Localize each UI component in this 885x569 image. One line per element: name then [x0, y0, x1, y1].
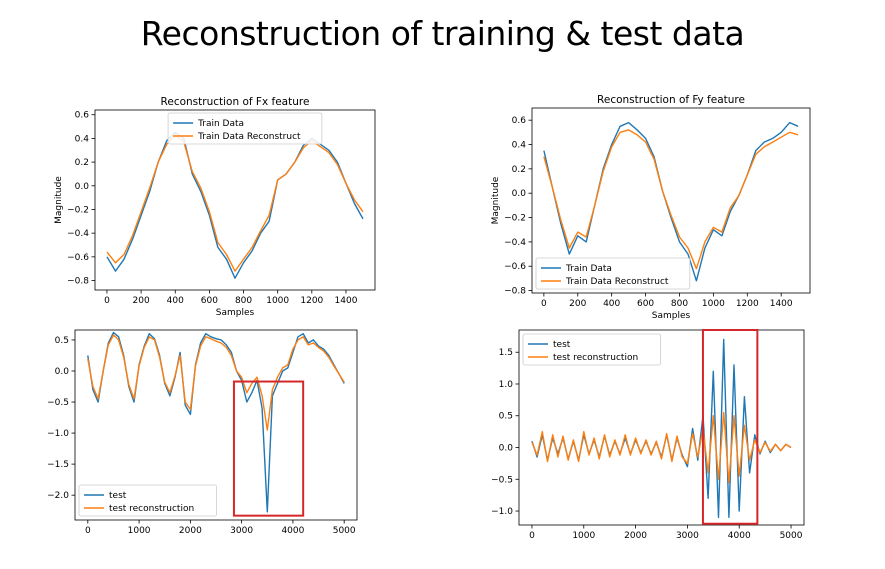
chart-fx-train: Reconstruction of Fx feature 0 200 400 600 80…	[54, 96, 376, 318]
legend-frame	[522, 333, 662, 366]
legend-frame	[167, 112, 323, 145]
axes-frame	[94, 109, 376, 291]
y-tick-label: −0.5	[47, 398, 69, 408]
y-tick-label: −1.5	[47, 460, 69, 470]
series-line-2	[531, 411, 792, 484]
y-tick-label: 0.5	[55, 336, 69, 346]
x-tick-label: 4000	[281, 526, 304, 536]
x-tick-label: 0	[541, 299, 547, 309]
y-tick-label: −0.4	[67, 229, 89, 239]
x-tick-label: 1000	[266, 296, 289, 306]
x-tick-label: 600	[201, 296, 218, 306]
chart-fy-test: 0 1000 2000 3000 4000 5000 −1.0 −0.5 0.0 0.5 1.0 1.…	[491, 329, 805, 541]
y-tick-label: 0.0	[75, 182, 90, 192]
chart-title: Reconstruction of Fx feature	[161, 96, 310, 108]
y-tick-label: 1.0	[499, 380, 514, 390]
x-tick-label: 1000	[702, 299, 725, 309]
x-tick-label: 400	[603, 299, 620, 309]
chart-fx-test: 0 1000 2000 3000 4000 5000 −2.0 −1.5 −1.0 −0.5 0.0…	[47, 329, 358, 536]
series-line-2	[106, 134, 364, 272]
y-tick-label: −1.0	[47, 429, 69, 439]
y-tick-label: 0.6	[512, 116, 527, 126]
y-tick-label: −0.8	[504, 287, 526, 297]
legend-label: Train Data Reconstruct	[197, 132, 301, 142]
y-tick-label: −0.6	[504, 262, 526, 272]
x-tick-label: 1000	[572, 531, 595, 541]
axes-frame	[518, 329, 805, 526]
x-tick-label: 0	[104, 296, 110, 306]
x-tick-label: 600	[637, 299, 654, 309]
legend-frame	[78, 484, 218, 517]
y-tick-label: 0.5	[499, 412, 513, 422]
legend-frame	[535, 257, 691, 290]
y-tick-label: −0.4	[504, 238, 526, 248]
legend-label: Train Data	[197, 119, 244, 129]
chart-fy-train: Reconstruction of Fy feature 0 200 400 600 80…	[491, 94, 811, 321]
y-axis-label: Magnitude	[491, 176, 501, 224]
x-tick-label: 2000	[179, 526, 202, 536]
x-axis-label: Samples	[216, 308, 255, 318]
y-tick-label: 0.6	[75, 111, 90, 121]
y-tick-label: 0.0	[512, 189, 527, 199]
axes-frame	[74, 329, 358, 521]
chart-title: Reconstruction of Fy feature	[597, 94, 745, 106]
y-tick-label: −2.0	[47, 491, 69, 501]
x-tick-label: 1000	[128, 526, 151, 536]
x-axis-label: Samples	[652, 311, 691, 321]
legend-label: test	[109, 491, 127, 501]
y-tick-label: 0.2	[75, 158, 89, 168]
x-tick-label: 3000	[230, 526, 253, 536]
x-tick-label: 800	[671, 299, 688, 309]
x-tick-label: 200	[133, 296, 150, 306]
y-tick-label: −0.2	[67, 205, 89, 215]
series-line-1	[87, 331, 345, 513]
legend-label: test reconstruction	[109, 504, 194, 514]
y-tick-label: 0.2	[512, 165, 526, 175]
highlight-box	[701, 329, 759, 525]
y-tick-label: −0.5	[491, 475, 513, 485]
x-tick-label: 1200	[736, 299, 759, 309]
y-tick-label: −1.0	[491, 507, 513, 517]
x-tick-label: 0	[85, 526, 91, 536]
series-line-1	[531, 338, 792, 519]
x-tick-label: 4000	[728, 531, 751, 541]
axes-frame	[531, 107, 811, 294]
y-axis-label: Magnitude	[54, 176, 64, 224]
x-tick-label: 400	[167, 296, 184, 306]
x-tick-label: 5000	[333, 526, 356, 536]
legend-label: test reconstruction	[553, 353, 638, 363]
legend: Train Data Train Data Reconstruct	[167, 112, 323, 145]
series-line-1	[543, 121, 799, 282]
x-tick-label: 3000	[676, 531, 699, 541]
legend: Train Data Train Data Reconstruct	[535, 257, 691, 290]
y-tick-label: 0.0	[55, 367, 70, 377]
x-tick-label: 0	[529, 531, 535, 541]
series-line-2	[87, 334, 345, 431]
x-tick-label: 1400	[335, 296, 358, 306]
series-line-1	[106, 131, 364, 279]
legend-label: Train Data	[565, 264, 612, 274]
y-tick-label: −0.6	[67, 253, 89, 263]
y-tick-label: −0.8	[67, 277, 89, 287]
legend: test test reconstruction	[522, 333, 662, 366]
legend: test test reconstruction	[78, 484, 218, 517]
legend-label: test	[553, 340, 571, 350]
x-tick-label: 2000	[624, 531, 647, 541]
y-tick-label: 0.0	[499, 444, 514, 454]
legend-label: Train Data Reconstruct	[565, 277, 669, 287]
y-tick-label: 1.5	[499, 348, 513, 358]
x-tick-label: 200	[569, 299, 586, 309]
x-tick-label: 1400	[770, 299, 793, 309]
y-tick-label: −0.2	[504, 214, 526, 224]
series-line-2	[543, 129, 799, 270]
x-tick-label: 5000	[780, 531, 803, 541]
highlight-box	[232, 380, 305, 517]
y-tick-label: 0.4	[75, 134, 90, 144]
y-tick-label: 0.4	[512, 141, 527, 151]
x-tick-label: 1200	[300, 296, 323, 306]
x-tick-label: 800	[235, 296, 252, 306]
slide-title: Reconstruction of training & test data	[140, 14, 745, 53]
